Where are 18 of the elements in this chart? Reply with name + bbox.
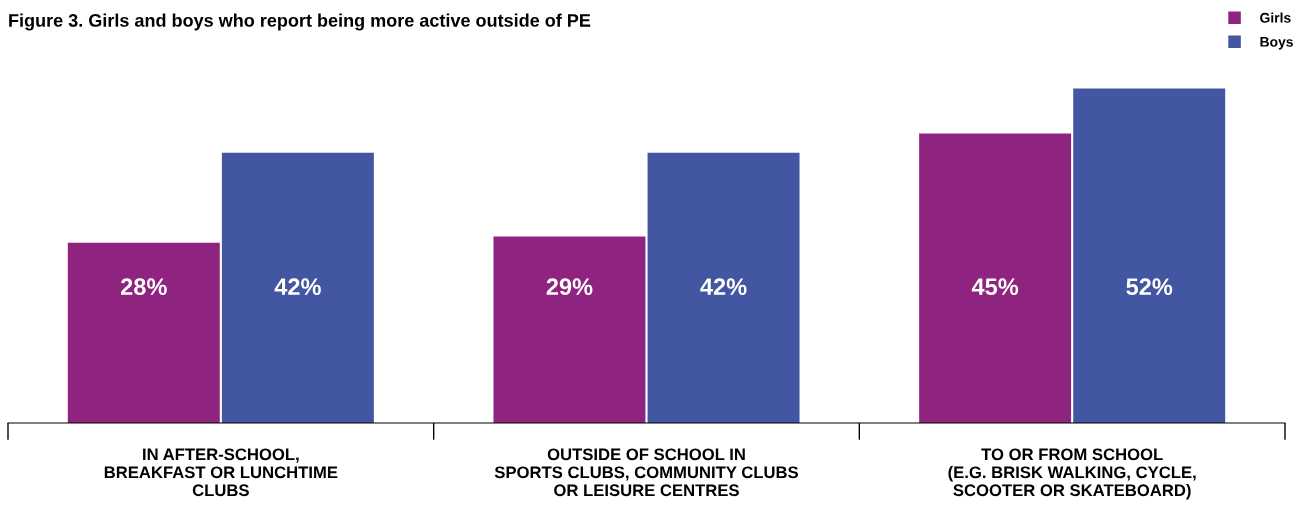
legend-label: Girls [1260, 12, 1291, 23]
legend-label: Boys [1260, 37, 1293, 50]
bar [67, 242, 220, 423]
data-label: 45% [971, 278, 1019, 296]
data-label: 42% [274, 278, 321, 295]
chart-title: Figure 3. Girls and boys who report being more active outside of PE [9, 13, 591, 31]
x-tick-label: TO OR FROM SCHOOL (E.G. BRISK WALKING, CYCLE, SCOOTER OR SKATEBOARD) [948, 448, 1196, 500]
data-label: 42% [700, 278, 747, 295]
x-tick-label: OUTSIDE OF SCHOOL IN SPORTS CLUBS, COMMUNITY CLUBS OR LEISURE CENTRES [494, 448, 799, 497]
bar [221, 152, 374, 423]
bar [647, 152, 800, 423]
data-label: 29% [546, 278, 593, 296]
x-tick-label: IN AFTER-SCHOOL, BREAKFAST OR LUNCHTIME CLUBS [104, 448, 338, 497]
bar [919, 133, 1072, 423]
bar [1073, 88, 1226, 423]
bar [493, 236, 646, 423]
data-label: 52% [1126, 278, 1173, 296]
data-label: 28% [120, 278, 167, 296]
